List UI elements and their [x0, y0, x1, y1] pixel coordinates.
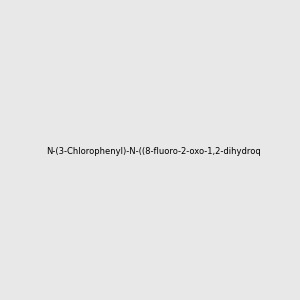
Text: N-(3-Chlorophenyl)-N-((8-fluoro-2-oxo-1,2-dihydroq: N-(3-Chlorophenyl)-N-((8-fluoro-2-oxo-1,… — [46, 147, 261, 156]
